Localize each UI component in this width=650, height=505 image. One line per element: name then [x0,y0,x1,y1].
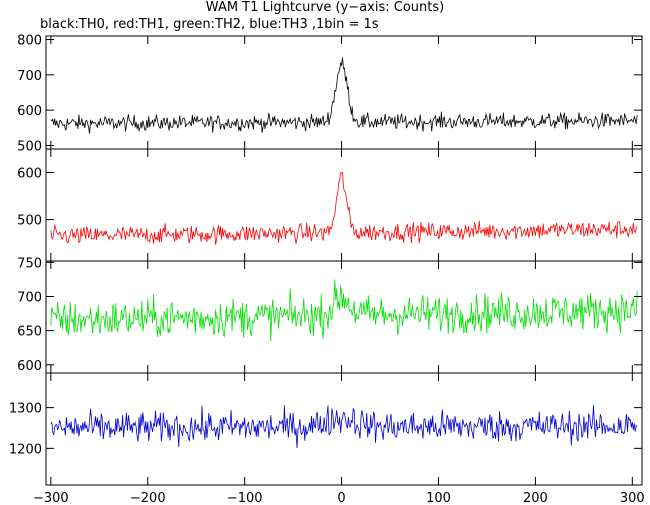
y-tick-label: 500 [17,139,42,154]
chart-subtitle: black:TH0, red:TH1, green:TH2, blue:TH3 … [40,17,379,32]
y-tick-label: 700 [17,69,42,84]
x-tick-label: 200 [523,491,548,505]
panel-frame-th3 [45,372,643,486]
series-line-th2 [50,279,638,342]
x-tick-label: 0 [337,491,345,505]
x-tick-label: −100 [227,491,263,505]
series-line-th3 [50,405,638,449]
panel-frame-th1 [45,148,643,262]
y-tick-label: 650 [17,325,42,340]
y-tick-label: 1300 [9,402,42,417]
y-tick-label: 700 [17,291,42,306]
series-line-th1 [50,171,638,245]
chart-title: WAM T1 Lightcurve (y−axis: Counts) [205,0,445,15]
x-tick-label: −300 [33,491,69,505]
x-tick-label: 100 [426,491,451,505]
y-tick-label: 600 [17,167,42,182]
x-tick-label: −200 [130,491,166,505]
y-tick-label: 500 [17,214,42,229]
y-tick-label: 750 [17,256,42,271]
y-tick-label: 600 [17,359,42,374]
panel-frame-th0 [45,35,643,150]
y-tick-label: 800 [17,34,42,49]
y-tick-label: 600 [17,104,42,119]
series-line-th0 [50,57,638,134]
x-tick-label: 300 [620,491,645,505]
y-tick-label: 1200 [9,442,42,457]
